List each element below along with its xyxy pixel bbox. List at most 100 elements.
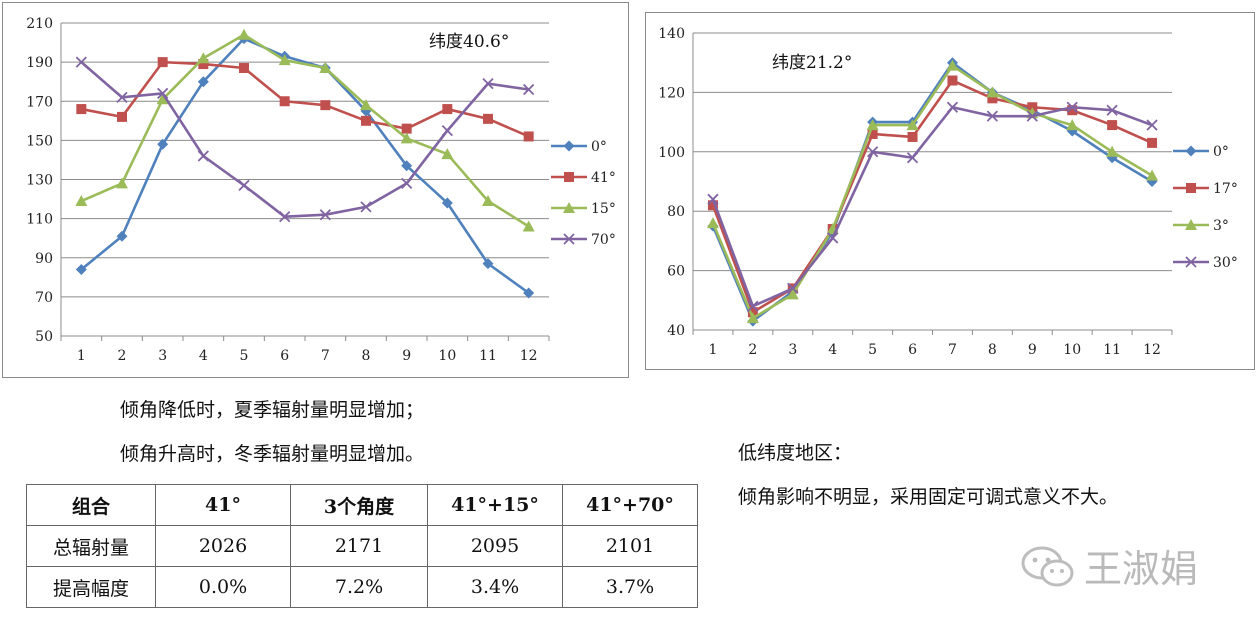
data-point <box>279 96 290 107</box>
series-line <box>711 64 1153 320</box>
series-markers <box>75 56 535 223</box>
legend-label: 0° <box>1213 144 1229 160</box>
series-markers <box>707 75 1158 318</box>
data-point <box>157 138 169 150</box>
series-line <box>711 105 1153 308</box>
note-line-2: 倾角升高时，冬季辐射量明显增加。 <box>120 443 425 465</box>
data-point <box>986 110 999 122</box>
x-tick-label: 1 <box>77 348 86 364</box>
data-point <box>1066 101 1078 113</box>
y-tick-label: 170 <box>26 94 53 110</box>
table-cell: 2171 <box>290 525 428 567</box>
data-point <box>401 123 412 134</box>
data-point <box>707 200 718 211</box>
data-point <box>197 150 209 162</box>
y-tick-label: 100 <box>658 145 685 161</box>
legend-label: 15° <box>591 201 616 217</box>
table-cell: 7.2% <box>290 566 428 608</box>
data-point <box>75 263 87 275</box>
data-point <box>278 54 291 66</box>
data-point <box>75 56 87 68</box>
legend-marker <box>1186 183 1196 193</box>
table-row: 提高幅度 0.0% 7.2% 3.4% 3.7% <box>26 566 698 608</box>
chart-annotation: 纬度40.6° <box>429 32 509 52</box>
data-point <box>906 119 919 131</box>
data-point <box>1146 119 1158 131</box>
data-point <box>482 78 494 90</box>
x-tick-label: 3 <box>788 342 797 358</box>
x-tick-label: 11 <box>1103 342 1121 358</box>
table-cell: 2101 <box>562 525 698 567</box>
legend-marker <box>1185 219 1197 230</box>
data-point <box>867 128 878 139</box>
data-point <box>157 87 169 100</box>
legend-entry: 15° <box>551 201 616 217</box>
x-tick-label: 1 <box>708 342 717 358</box>
data-point <box>946 101 959 113</box>
data-point <box>279 211 291 223</box>
chart-panel-lat-40-6: 50 70 90 110 130 150 170 190 210 1 2 3 4 5 6 7 8 9 10 11 12 0… <box>2 2 629 378</box>
data-point <box>947 75 958 86</box>
data-point <box>117 111 127 122</box>
y-tick-label: 70 <box>35 290 53 306</box>
table-cell: 2095 <box>427 525 563 567</box>
data-point <box>116 230 128 242</box>
y-tick-label: 120 <box>658 85 685 101</box>
series-line <box>81 60 530 138</box>
data-point <box>320 100 331 111</box>
y-tick-label: 80 <box>667 204 685 220</box>
wechat-icon <box>1020 544 1076 599</box>
data-point <box>523 287 535 299</box>
y-tick-label: 60 <box>667 264 685 280</box>
y-tick-label: 90 <box>35 251 53 267</box>
legend-entry: 0° <box>551 139 607 155</box>
data-point <box>1107 120 1118 131</box>
data-point <box>197 76 209 88</box>
data-point <box>522 220 535 232</box>
series-markers <box>76 57 534 142</box>
legend-entry: 70° <box>551 232 616 248</box>
x-tick-label: 3 <box>158 348 167 364</box>
data-point <box>987 93 998 104</box>
series-line <box>711 79 1153 314</box>
data-point <box>482 258 494 270</box>
data-point <box>482 195 494 207</box>
table-cell: 2026 <box>155 525 291 567</box>
data-point <box>707 193 719 205</box>
data-point <box>116 177 128 189</box>
data-point <box>401 160 413 172</box>
data-point <box>946 59 959 71</box>
radiation-table: 组合 41° 3个角度 41°+15° 41°+70° 总辐射量 2026 21… <box>26 484 698 608</box>
low-latitude-text: 倾角影响不明显，采用固定可调式意义不大。 <box>738 486 1119 508</box>
x-tick-label: 10 <box>1063 342 1081 358</box>
legend-entry: 17° <box>1173 181 1238 197</box>
legend-label: 70° <box>591 232 616 248</box>
x-tick-label: 12 <box>520 348 538 364</box>
data-point <box>866 146 879 158</box>
y-tick-label: 210 <box>26 16 53 32</box>
series-markers <box>707 101 1158 312</box>
legend-entry: 3° <box>1173 218 1229 234</box>
legend-label: 3° <box>1213 218 1229 234</box>
table-row-label: 提高幅度 <box>26 566 156 608</box>
data-point <box>1146 169 1159 181</box>
data-point <box>986 86 999 98</box>
x-tick-label: 9 <box>402 348 411 364</box>
table-header-row: 组合 41° 3个角度 41°+15° 41°+70° <box>26 484 698 526</box>
x-tick-label: 7 <box>948 342 957 358</box>
series-line <box>80 37 530 295</box>
x-tick-label: 12 <box>1143 342 1161 358</box>
data-point <box>76 104 87 115</box>
series-line <box>80 61 529 218</box>
data-point <box>157 57 168 68</box>
series-line <box>711 61 1153 323</box>
data-point <box>401 177 413 190</box>
x-tick-label: 6 <box>280 348 289 364</box>
table-row-label: 总辐射量 <box>26 525 156 567</box>
data-point <box>238 179 250 192</box>
series-markers <box>75 33 535 299</box>
data-point <box>787 282 799 295</box>
data-point <box>238 28 250 40</box>
